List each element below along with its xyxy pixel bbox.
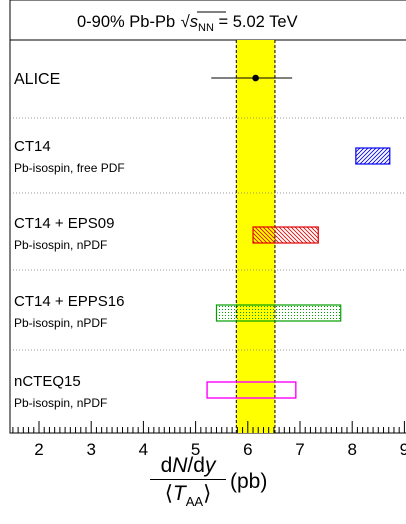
row-separators — [10, 117, 406, 351]
sqrt-radical: √ — [181, 13, 191, 31]
plot-frame — [9, 0, 406, 434]
x-axis-fraction: dN/dy ⟨TAA⟩ — [150, 454, 226, 510]
sublabel-ct14-eps09: Pb-isospin, nPDF — [14, 238, 107, 252]
prediction-box-ct14-eps09 — [252, 226, 319, 244]
x-axis-unit: (pb) — [230, 470, 268, 493]
sublabel-ncteq15: Pb-isospin, nPDF — [14, 396, 107, 410]
x-axis-ticks — [12, 421, 405, 433]
x-tick-label: 4 — [139, 440, 148, 459]
sublabel-ct14: Pb-isospin, free PDF — [14, 161, 125, 175]
prediction-box-ncteq15 — [206, 381, 297, 399]
x-axis-title: dN/dy ⟨TAA⟩ (pb) — [150, 454, 280, 520]
x-tick-label: 2 — [34, 440, 43, 459]
alice-data-point — [252, 74, 259, 82]
x-axis-numerator: dN/dy — [160, 454, 216, 477]
label-alice: ALICE — [14, 71, 60, 88]
prediction-box-ct14 — [355, 147, 391, 165]
label-ncteq15: nCTEQ15 — [14, 373, 81, 390]
x-tick-label: 6 — [243, 440, 252, 459]
prediction-box-ct14-epps16 — [215, 304, 342, 322]
x-tick-label: 9 — [400, 440, 406, 459]
label-ct14: CT14 — [14, 138, 51, 155]
sublabel-ct14-epps16: Pb-isospin, nPDF — [14, 316, 107, 330]
chart-title: 0-90% Pb-Pb √sNN = 5.02 TeV — [77, 13, 298, 34]
label-ct14-epps16: CT14 + EPPS16 — [14, 293, 124, 310]
x-tick-label: 3 — [86, 440, 95, 459]
label-ct14-eps09: CT14 + EPS09 — [14, 215, 114, 232]
x-tick-label: 7 — [295, 440, 304, 459]
x-axis-tick-labels: 2 3 4 5 6 7 8 9 — [34, 440, 406, 459]
x-tick-label: 5 — [191, 440, 200, 459]
fraction-bar — [150, 479, 226, 481]
x-axis-denominator: ⟨TAA⟩ — [164, 482, 212, 510]
x-tick-label: 8 — [347, 440, 356, 459]
